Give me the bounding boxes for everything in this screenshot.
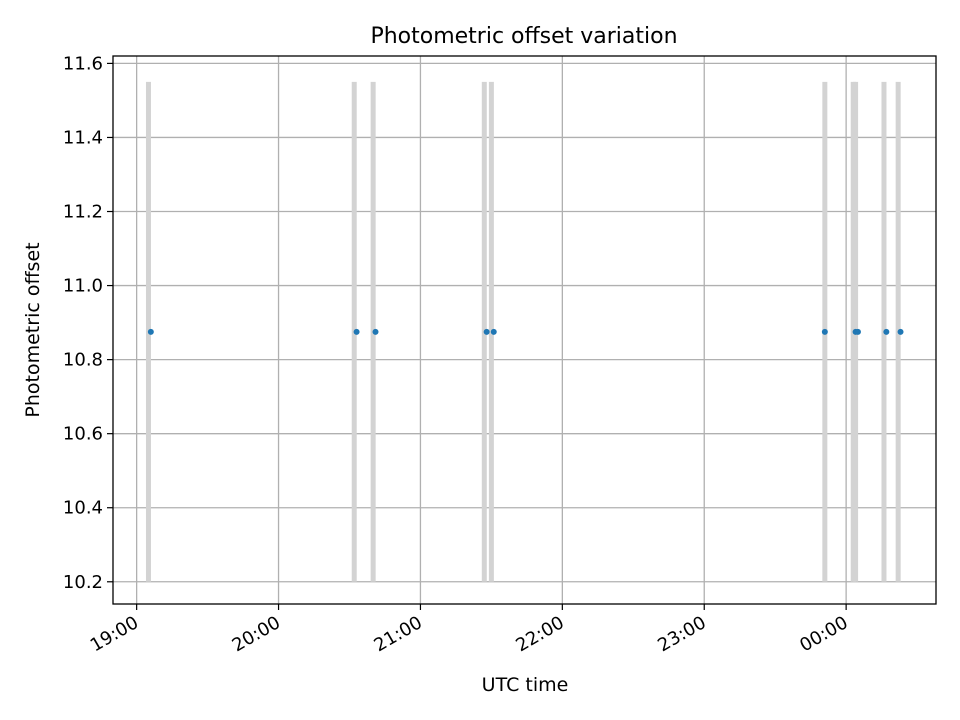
x-axis-label: UTC time bbox=[482, 674, 569, 696]
data-point bbox=[372, 328, 379, 335]
y-tick-label: 10.4 bbox=[63, 498, 103, 519]
data-point bbox=[897, 328, 904, 335]
y-tick-label: 11.0 bbox=[63, 276, 103, 297]
data-points bbox=[147, 328, 904, 335]
data-point bbox=[147, 328, 154, 335]
y-tick-label: 10.6 bbox=[63, 424, 103, 445]
y-tick-label: 11.4 bbox=[63, 127, 103, 148]
data-point bbox=[883, 328, 890, 335]
data-point bbox=[353, 328, 360, 335]
data-point bbox=[483, 328, 490, 335]
data-point bbox=[854, 328, 861, 335]
y-tick-label: 11.6 bbox=[63, 53, 103, 74]
plot-frame bbox=[112, 55, 937, 605]
y-tick-label: 10.2 bbox=[63, 572, 103, 593]
data-point bbox=[490, 328, 497, 335]
grid bbox=[113, 56, 936, 604]
y-axis-ticks: 10.2 10.4 10.6 10.8 11.0 11.2 11.4 11.6 bbox=[63, 53, 113, 593]
y-tick-label: 10.8 bbox=[63, 350, 103, 371]
y-tick-label: 11.2 bbox=[63, 202, 103, 223]
data-point bbox=[821, 328, 828, 335]
chart-title: Photometric offset variation bbox=[370, 24, 677, 49]
y-axis-label: Photometric offset bbox=[22, 242, 44, 417]
